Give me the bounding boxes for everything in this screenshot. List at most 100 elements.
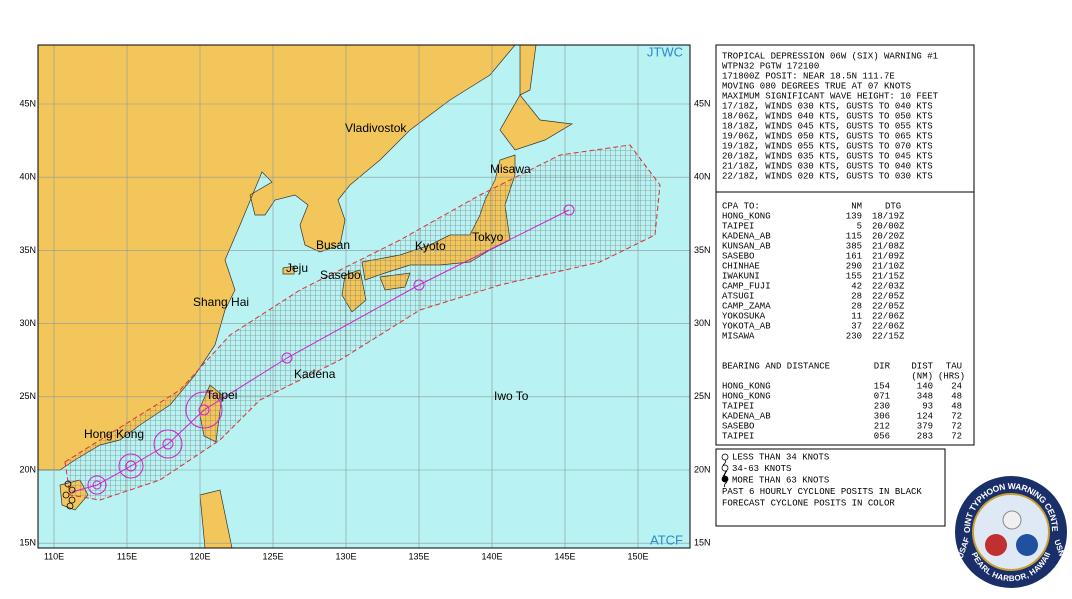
cpa-name: HONG_KONG	[722, 211, 771, 221]
warning-line: 18/06Z, WINDS 040 KTS, GUSTS TO 050 KTS	[722, 111, 933, 121]
bearing-column: DIST	[911, 361, 933, 371]
bearing-cell: 48	[951, 391, 962, 401]
legend-item: FORECAST CYCLONE POSITS IN COLOR	[722, 498, 895, 508]
warning-line: 19/18Z, WINDS 055 KTS, GUSTS TO 070 KTS	[722, 141, 933, 151]
cpa-dtg: 22/06Z	[872, 311, 905, 321]
sakhalin	[519, 45, 537, 96]
cpa-name: MISAWA	[722, 331, 755, 341]
bearing-cell: 071	[874, 391, 890, 401]
legend-box	[715, 448, 946, 527]
warning-line: 20/18Z, WINDS 035 KTS, GUSTS TO 045 KTS	[722, 151, 933, 161]
cpa-dtg: 22/05Z	[872, 291, 905, 301]
lat-label: 25N	[19, 391, 36, 401]
lat-label: 25N	[694, 391, 711, 401]
place-label: Taipei	[206, 388, 237, 402]
warning-line: 21/18Z, WINDS 030 KTS, GUSTS TO 040 KTS	[722, 161, 933, 171]
warning-line: MOVING 080 DEGREES TRUE AT 07 KNOTS	[722, 81, 911, 91]
place-label: Iwo To	[494, 389, 529, 403]
info-text: TROPICAL DEPRESSION 06W (SIX) WARNING #1…	[722, 51, 965, 508]
bearing-name: SASEBO	[722, 421, 754, 431]
bearing-name: KADENA_AB	[722, 411, 771, 421]
corner-label: ATCF	[650, 532, 683, 547]
bearing-cell: 056	[874, 431, 890, 441]
warning-line: TROPICAL DEPRESSION 06W (SIX) WARNING #1	[722, 51, 938, 61]
lon-label: 140E	[481, 551, 502, 561]
bearing-cell: 72	[951, 431, 962, 441]
place-label: Shang Hai	[193, 295, 249, 309]
legend-symbols	[721, 453, 729, 488]
info-box	[715, 44, 975, 446]
legend-item: MORE THAN 63 KNOTS	[732, 475, 829, 485]
jeju	[282, 265, 296, 275]
warning-line: 18/18Z, WINDS 045 KTS, GUSTS TO 055 KTS	[722, 121, 933, 131]
bearing-cell: 72	[951, 421, 962, 431]
lat-label: 30N	[19, 318, 36, 328]
cpa-name: YOKOTA_AB	[722, 321, 771, 331]
bearing-unit: (NM)	[911, 371, 933, 381]
map: Vladivostok Misawa Busan Kyoto Tokyo Jeju Sase…	[38, 45, 690, 548]
lon-label: 150E	[627, 551, 648, 561]
bearing-cell: 140	[917, 381, 933, 391]
cpa-nm: 5	[857, 221, 862, 231]
forecast-posits	[87, 204, 575, 495]
cpa-header: DTG	[885, 201, 901, 211]
bearing-name: TAIPEI	[722, 431, 754, 441]
forecast-track	[71, 209, 570, 493]
cpa-nm: 290	[846, 261, 862, 271]
place-label: Busan	[316, 238, 350, 252]
legend-item: LESS THAN 34 KNOTS	[732, 452, 829, 462]
cpa-dtg: 22/03Z	[872, 281, 905, 291]
logo-center	[972, 493, 1050, 571]
bearing-title: BEARING AND DISTANCE	[722, 361, 830, 371]
warning-line: 19/06Z, WINDS 050 KTS, GUSTS TO 065 KTS	[722, 131, 933, 141]
cpa-nm: 11	[851, 311, 862, 321]
bearing-cell: 48	[951, 401, 962, 411]
lat-label: 20N	[694, 464, 711, 474]
warning-line: MAXIMUM SIGNIFICANT WAVE HEIGHT: 10 FEET	[722, 91, 939, 101]
lat-label: 40N	[694, 172, 711, 182]
cpa-name: IWAKUNI	[722, 271, 760, 281]
cpa-dtg: 22/15Z	[872, 331, 905, 341]
logo-emblem	[1002, 510, 1022, 530]
bearing-cell: 24	[951, 381, 962, 391]
logo-emblem	[1016, 534, 1038, 556]
danger-area	[64, 144, 661, 501]
map-labels: Vladivostok Misawa Busan Kyoto Tokyo Jeju Sase…	[84, 45, 683, 547]
logo-emblem	[985, 534, 1007, 556]
bearing-name: HONG_KONG	[722, 381, 771, 391]
lat-label: 35N	[19, 245, 36, 255]
cpa-nm: 37	[851, 321, 862, 331]
lon-label: 130E	[335, 551, 356, 561]
cpa-nm: 161	[846, 251, 862, 261]
luzon	[199, 489, 233, 548]
bearing-name: TAIPEI	[722, 401, 754, 411]
warning-line: 171800Z POSIT: NEAR 18.5N 111.7E	[722, 71, 895, 81]
lon-label: 135E	[408, 551, 429, 561]
cpa-dtg: 21/15Z	[872, 271, 905, 281]
axis-labels: 110E 115E 120E 125E 130E 135E 140E 145E 150E 45N 4…	[19, 98, 710, 561]
cpa-header: NM	[851, 201, 862, 211]
place-label: Hong Kong	[84, 427, 144, 441]
cpa-dtg: 20/00Z	[872, 221, 905, 231]
lat-label: 30N	[694, 318, 711, 328]
legend-item: 34-63 KNOTS	[732, 464, 791, 474]
lat-label: 45N	[694, 98, 711, 108]
lat-label: 20N	[19, 464, 36, 474]
cpa-dtg: 21/09Z	[872, 251, 905, 261]
map-frame	[37, 44, 691, 549]
cpa-nm: 28	[851, 301, 862, 311]
bearing-cell: 212	[874, 421, 890, 431]
cpa-nm: 155	[846, 271, 862, 281]
bearing-cell: 72	[951, 411, 962, 421]
cpa-nm: 28	[851, 291, 862, 301]
cpa-dtg: 22/05Z	[872, 301, 905, 311]
lat-label: 40N	[19, 172, 36, 182]
cpa-nm: 115	[846, 231, 862, 241]
lat-label: 15N	[19, 538, 36, 548]
cpa-name: TAIPEI	[722, 221, 754, 231]
cpa-name: SASEBO	[722, 251, 754, 261]
lat-label: 35N	[694, 245, 711, 255]
lat-label: 15N	[694, 538, 711, 548]
warning-line: 17/18Z, WINDS 030 KTS, GUSTS TO 040 KTS	[722, 101, 933, 111]
